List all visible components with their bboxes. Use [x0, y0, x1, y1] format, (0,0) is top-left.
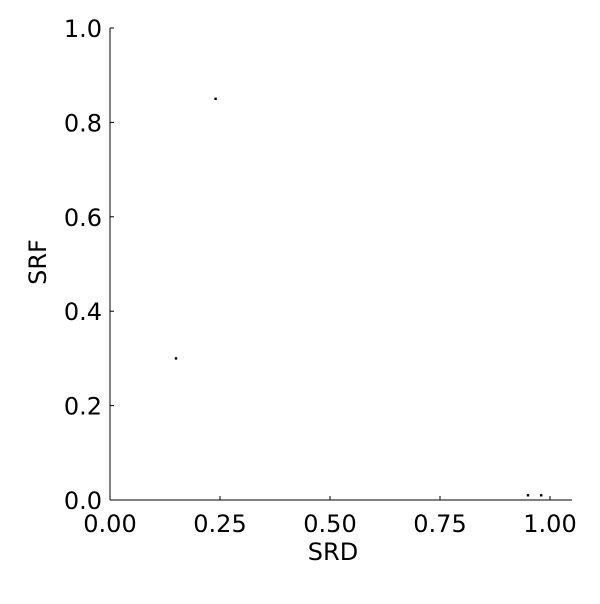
scatter-point	[214, 97, 217, 100]
axes	[109, 28, 572, 501]
y-axis-ticks: 0.0 0.2 0.4 0.6 0.8 1.0	[64, 15, 114, 515]
x-axis-ticks: 0.00 0.25 0.50 0.75 1.00	[83, 496, 577, 538]
x-tick-label: 0.00	[83, 510, 136, 538]
scatter-point	[174, 357, 178, 360]
scatter-point	[540, 494, 543, 497]
y-axis-title: SRF	[24, 239, 52, 285]
x-tick-label: 0.50	[303, 510, 356, 538]
x-axis-title: SRD	[308, 538, 358, 566]
x-tick-label: 0.75	[413, 510, 466, 538]
y-tick-label: 0.4	[64, 298, 102, 326]
scatter-point	[526, 494, 530, 497]
x-tick-label: 0.25	[193, 510, 246, 538]
y-tick-label: 1.0	[64, 15, 102, 43]
x-tick-label: 1.00	[523, 510, 576, 538]
y-tick-label: 0.6	[64, 204, 102, 232]
y-tick-label: 0.2	[64, 393, 102, 421]
data-points	[174, 97, 543, 497]
y-tick-label: 0.8	[64, 109, 102, 137]
y-tick-label: 0.0	[64, 487, 102, 515]
